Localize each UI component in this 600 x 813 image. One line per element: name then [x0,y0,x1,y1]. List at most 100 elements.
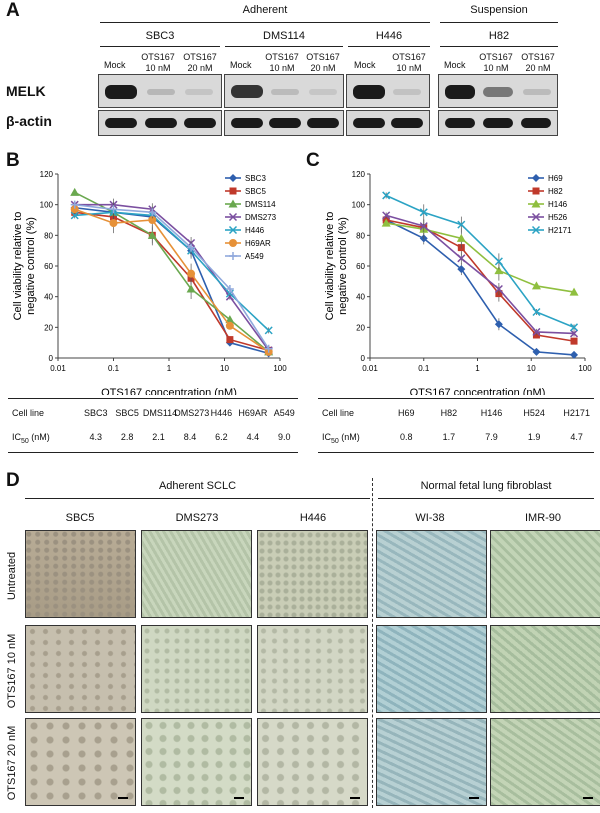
melk-band-h446-10nm [393,89,421,95]
legend-marker [532,187,540,195]
point-h146 [531,281,541,290]
row-label-10nm: OTS167 10 nM [6,633,18,709]
micrograph-h446-untreated [257,530,368,618]
table-b-cellline: A549 [273,408,295,418]
cellline-label-sbc3: SBC3 [145,30,175,42]
col-label-imr90: IMR-90 [524,512,562,524]
table-b-bottom-rule [8,452,298,453]
point-h526 [419,222,428,231]
x-tick-label: 10 [527,364,536,373]
cellline-label-dms114: DMS114 [263,30,305,42]
lane-mock-h446: Mock [354,60,376,70]
panel-a-label: A [6,0,20,21]
table-b-cellline: H69AR [238,408,268,418]
micrograph-wi38-20nm [376,718,487,806]
scale-bar-sbc5 [118,797,128,799]
point-h526 [494,284,503,294]
point-h146 [569,287,579,296]
point-h2171 [382,191,391,200]
y-tick-label: 20 [44,323,53,332]
point-h69ar [225,321,234,330]
table-b-ic50-value: 8.4 [183,432,197,442]
row-label-untreated: Untreated [6,551,18,601]
legend-marker [229,174,237,182]
point-h69 [570,350,579,359]
lane-ots20-sbc3: OTS167 20 nM [183,52,217,73]
point-dms114 [70,187,80,196]
lane-ots10-h82: OTS167 10 nM [479,52,513,73]
point-a549 [225,285,234,293]
legend-marker [228,212,238,222]
y-axis-title: Cell viability relative tonegative contr… [12,212,37,321]
legend-label: DMS114 [245,200,276,209]
micrograph-sbc5-untreated [25,530,136,618]
table-b-header: Cell line [12,408,45,418]
legend-marker [531,225,541,235]
x-tick-label: 100 [273,364,287,373]
melk-band-dms114-mock [231,85,263,98]
x-tick-label: 100 [578,364,592,373]
point-h526 [457,254,466,263]
col-label-wi38: WI-38 [415,512,445,524]
scale-bar-h446 [350,797,360,799]
table-c-ic50-value: 1.9 [527,432,541,442]
actin-band-h446-mock [353,118,385,128]
point-h446 [264,326,273,335]
panel-d-label: D [6,470,20,491]
table-b-cellline: H446 [210,408,233,418]
legend-marker [229,187,237,195]
series-line-sbc5 [74,211,269,352]
cellline-line-h82 [440,46,558,47]
table-c-cellline: H146 [480,408,503,418]
actin-band-dms114-mock [231,118,263,128]
row-label-20nm: OTS167 20 nM [6,725,18,801]
x-tick-label: 10 [220,364,229,373]
lane-mock-sbc3: Mock [104,60,126,70]
x-tick-label: 0.1 [108,364,120,373]
legend-label: H82 [548,187,563,196]
table-c-ic50-value: 0.8 [400,432,413,442]
table-b-ic50-value: 2.1 [152,432,165,442]
legend-label: DMS273 [245,213,277,222]
group-adherent-line [25,498,370,499]
melk-band-h82-10nm [483,87,513,97]
point-a549 [148,208,157,217]
point-h526 [569,329,579,338]
table-b-cellline: DMS273 [174,408,210,418]
series-line-h146 [386,222,575,293]
micrograph-wi38-untreated [376,530,487,618]
lane-mock-h82: Mock [444,60,466,70]
table-b-cellline: SBC5 [115,408,139,418]
point-dms114 [186,284,196,293]
x-tick-label: 0.01 [362,364,378,373]
suspension-group-label: Suspension [470,4,528,16]
y-tick-label: 100 [40,201,54,210]
table-c-top-rule [318,398,594,399]
y-axis-title: Cell viability relative tonegative contr… [324,212,349,321]
table-c-ic50-value: 4.7 [570,432,583,442]
actin-band-h82-20nm [521,118,551,128]
micrograph-wi38-10nm [376,625,487,713]
point-h526 [532,327,541,336]
lane-ots10-sbc3: OTS167 10 nM [141,52,175,73]
point-h69 [532,347,541,356]
col-label-dms273: DMS273 [175,512,219,524]
melk-band-h82-20nm [523,89,551,95]
micrograph-dms273-untreated [141,530,252,618]
table-b-cellline: DMS114 [142,408,178,418]
point-h146 [381,218,391,227]
x-tick-label: 1 [167,364,172,373]
chart-c: 0 20 40 60 80 100 120 0.01 0.1 1 10 100 OTS167 conce… [324,170,592,395]
cellline-line-dms114 [225,46,343,47]
cellline-line-sbc3 [100,46,220,47]
point-h526 [382,211,391,220]
point-h146 [494,266,504,275]
table-c-ic50-value: 1.7 [442,432,456,442]
row-label-melk: MELK [6,83,46,99]
cellline-label-h446: H446 [375,30,403,42]
point-h2171 [569,323,579,332]
legend-label: A549 [245,252,264,261]
legend-marker [531,199,541,208]
melk-band-sbc3-mock [105,85,137,99]
table-b-ic50-value: 4.3 [89,432,102,442]
